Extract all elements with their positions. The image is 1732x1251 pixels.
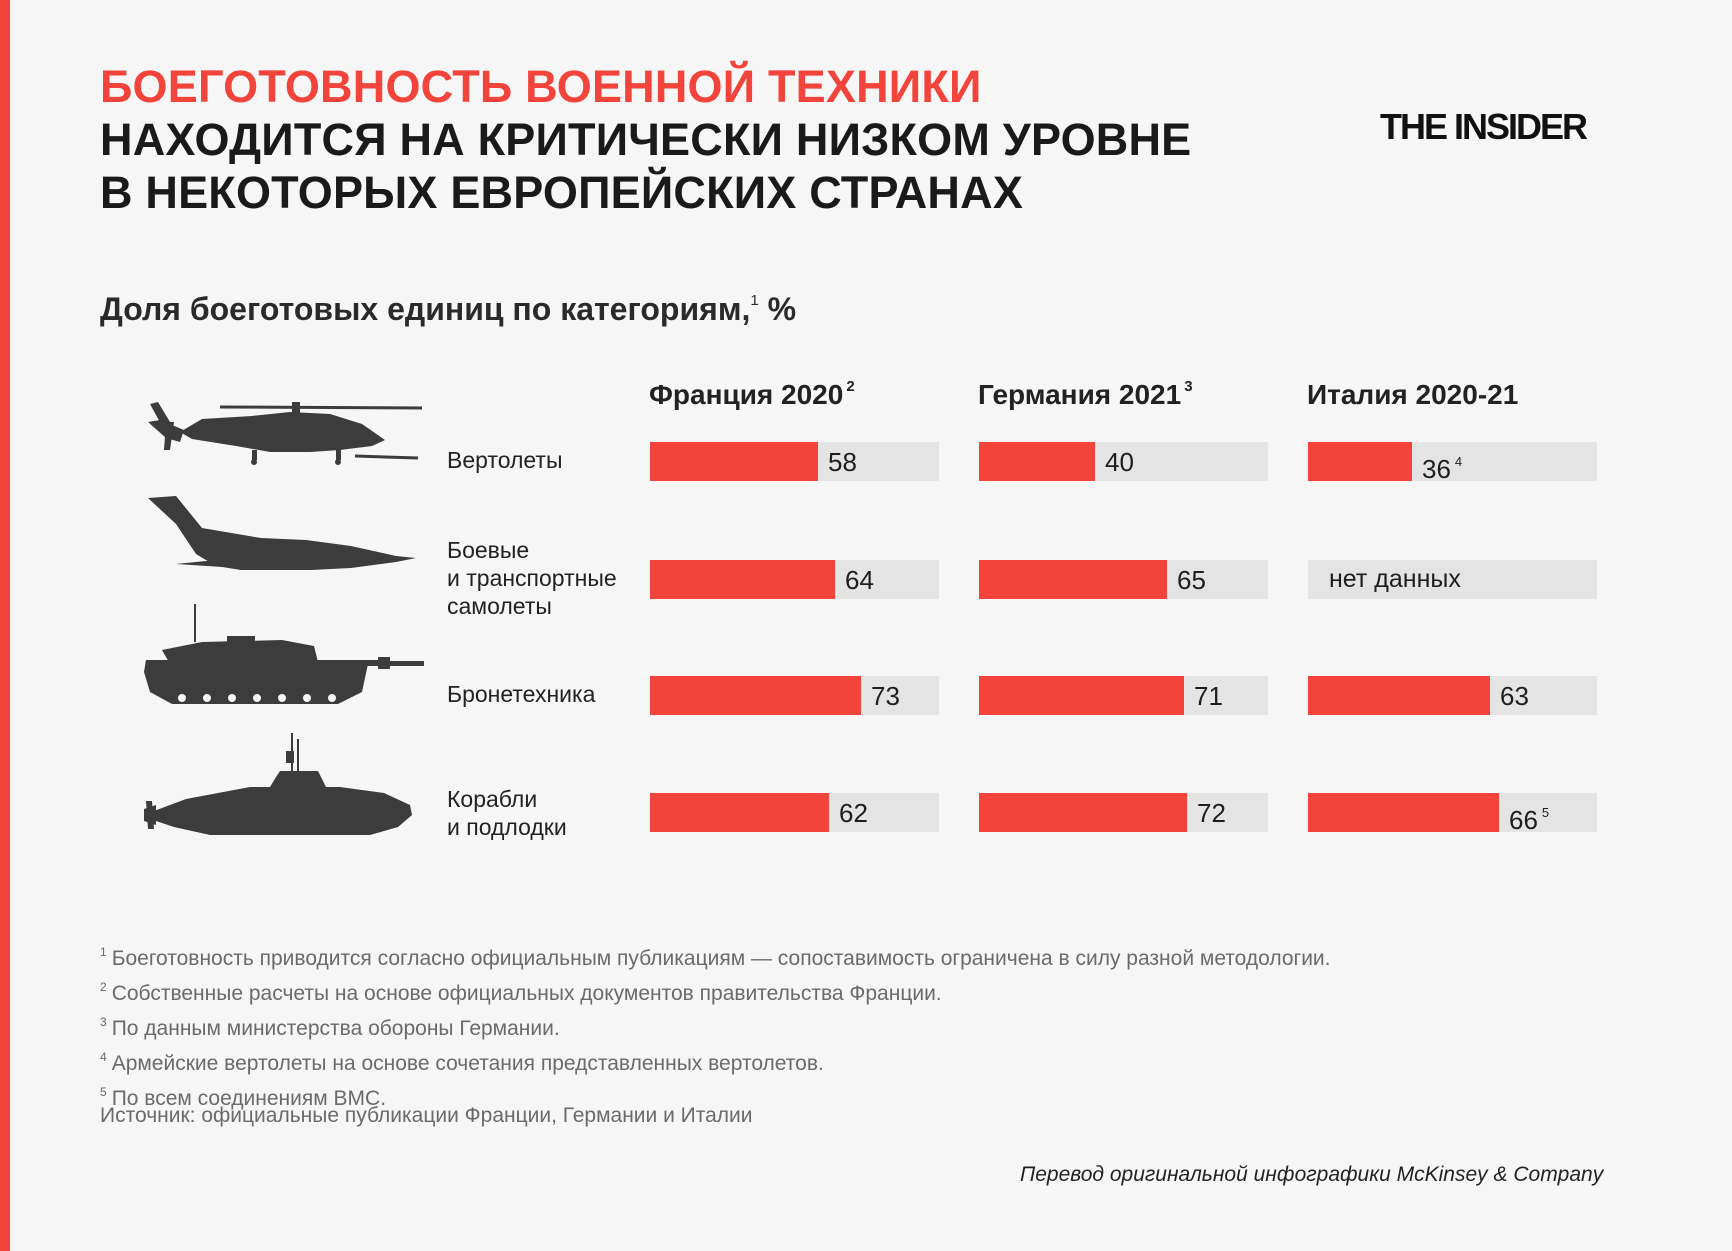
bar-value-label: 71: [1194, 676, 1223, 715]
chart-subtitle-footnote-mark: 1: [750, 292, 759, 309]
footnote-number: 2: [100, 980, 107, 994]
no-data-label: нет данных: [1329, 565, 1461, 593]
bar-value-number: 40: [1105, 447, 1134, 477]
bar-germany-ships: [979, 793, 1187, 832]
footnote-text: По данным министерства обороны Германии.: [111, 1017, 560, 1040]
source-note: Источник: официальные публикации Франции…: [100, 1104, 753, 1127]
bar-value-label: 63: [1500, 676, 1529, 715]
column-header-italy: Италия 2020-21: [1307, 378, 1521, 411]
category-label-armored-vehicles: Бронетехника: [447, 680, 595, 708]
translation-credit: Перевод оригинальной инфографики McKinse…: [1020, 1163, 1604, 1186]
bar-value-number: 58: [828, 447, 857, 477]
bar-value-number: 72: [1197, 798, 1226, 828]
chart-subtitle-unit: %: [767, 291, 797, 327]
column-header-germany: Германия 2021 3: [978, 378, 1193, 411]
column-header-footnote-mark: 2: [846, 378, 855, 395]
footnote-text: По всем соединениям ВМС.: [111, 1087, 387, 1110]
headline: БОЕГОТОВНОСТЬ ВОЕННОЙ ТЕХНИКИ НАХОДИТСЯ …: [100, 60, 1280, 219]
footnote-1: 1 Боеготовность приводится согласно офици…: [100, 938, 1500, 973]
column-header-text: Германия 2021: [978, 379, 1182, 410]
bar-france-aircraft: [650, 560, 835, 599]
bar-track-france-armored-vehicles: 73: [650, 676, 939, 715]
column-header-footnote-mark: 3: [1184, 378, 1193, 395]
submarine-icon: [144, 733, 412, 835]
bar-track-france-aircraft: 64: [650, 560, 939, 599]
column-header-france: Франция 2020 2: [649, 378, 855, 411]
bar-value-label: 40: [1105, 442, 1134, 481]
footnote-number: 3: [100, 1015, 107, 1029]
footnote-number: 4: [100, 1050, 107, 1064]
footnote-text: Армейские вертолеты на основе сочетания …: [111, 1052, 824, 1075]
bar-value-number: 71: [1194, 681, 1223, 711]
bar-track-germany-aircraft: 65: [979, 560, 1268, 599]
accent-strip: [0, 0, 10, 1251]
helicopter-icon: [148, 402, 423, 465]
bar-germany-helicopters: [979, 442, 1095, 481]
bar-germany-armored-vehicles: [979, 676, 1184, 715]
category-label-line: Боевые: [447, 537, 530, 563]
bar-value-number: 63: [1500, 681, 1529, 711]
bar-value-number: 64: [845, 565, 874, 595]
chart-subtitle-text: Доля боеготовых единиц по категориям,: [100, 291, 751, 327]
category-label-line: и подлодки: [447, 814, 567, 840]
bar-value-footnote-mark: 4: [1454, 454, 1463, 469]
headline-line-3: В НЕКОТОРЫХ ЕВРОПЕЙСКИХ СТРАНАХ: [100, 167, 1024, 218]
category-label-line: Бронетехника: [447, 681, 596, 707]
bar-track-germany-armored-vehicles: 71: [979, 676, 1268, 715]
footnote-number: 5: [100, 1085, 107, 1099]
footnote-5: 5 По всем соединениям ВМС.: [100, 1078, 1500, 1113]
bar-value-label: 72: [1197, 793, 1226, 832]
bar-italy-helicopters: [1308, 442, 1412, 481]
bar-track-italy-helicopters: 36 4: [1308, 442, 1597, 484]
tank-icon: [144, 604, 424, 704]
bar-track-germany-helicopters: 40: [979, 442, 1268, 481]
footnote-3: 3 По данным министерства обороны Германии…: [100, 1008, 1500, 1043]
bar-france-ships: [650, 793, 829, 832]
bar-value-number: 36: [1422, 454, 1451, 484]
bar-value-label: 65: [1177, 560, 1206, 599]
bar-value-footnote-mark: 5: [1541, 805, 1550, 820]
bar-france-armored-vehicles: [650, 676, 861, 715]
bar-value-number: 73: [871, 681, 900, 711]
bar-value-label: 58: [828, 442, 857, 481]
bar-italy-ships: [1308, 793, 1499, 832]
bar-germany-aircraft: [979, 560, 1167, 599]
bar-track-italy-armored-vehicles: 63: [1308, 676, 1597, 715]
column-header-text: Франция 2020: [649, 379, 844, 410]
category-label-line: Корабли: [447, 786, 538, 812]
bar-track-italy-ships: 66 5: [1308, 793, 1597, 835]
column-header-text: Италия 2020-21: [1307, 379, 1519, 410]
bar-value-label: 73: [871, 676, 900, 715]
category-label-line: самолеты: [447, 593, 552, 619]
bar-value-label: 36 4: [1422, 442, 1463, 484]
bar-france-helicopters: [650, 442, 818, 481]
jet-aircraft-icon: [148, 496, 416, 570]
category-label-aircraft: Боевые и транспортные самолеты: [447, 536, 617, 620]
footnotes: 1 Боеготовность приводится согласно офици…: [100, 938, 1500, 1113]
bar-value-label: 66 5: [1509, 793, 1550, 835]
footnote-text: Боеготовность приводится согласно официа…: [111, 947, 1331, 970]
bar-value-label: 64: [845, 560, 874, 599]
bar-track-france-helicopters: 58: [650, 442, 939, 481]
category-label-helicopters: Вертолеты: [447, 446, 563, 474]
footnote-2: 2 Собственные расчеты на основе официальн…: [100, 973, 1500, 1008]
the-insider-logo: THE INSIDER: [1380, 106, 1588, 147]
category-label-ships: Корабли и подлодки: [447, 785, 567, 841]
headline-line-2: НАХОДИТСЯ НА КРИТИЧЕСКИ НИЗКОМ УРОВНЕ: [100, 114, 1192, 165]
headline-line-1: БОЕГОТОВНОСТЬ ВОЕННОЙ ТЕХНИКИ: [100, 61, 982, 112]
bar-value-number: 66: [1509, 805, 1538, 835]
category-label-line: и транспортные: [447, 565, 617, 591]
chart-subtitle: Доля боеготовых единиц по категориям,1 %: [100, 291, 796, 328]
bar-value-label: 62: [839, 793, 868, 832]
bar-track-germany-ships: 72: [979, 793, 1268, 832]
bar-track-italy-aircraft: нет данных: [1308, 560, 1597, 599]
footnote-text: Собственные расчеты на основе официальны…: [111, 982, 942, 1005]
bar-track-france-ships: 62: [650, 793, 939, 832]
footnote-number: 1: [100, 945, 107, 959]
bar-value-number: 62: [839, 798, 868, 828]
category-label-line: Вертолеты: [447, 447, 563, 473]
footnote-4: 4 Армейские вертолеты на основе сочетания…: [100, 1043, 1500, 1078]
bar-italy-armored-vehicles: [1308, 676, 1490, 715]
bar-value-number: 65: [1177, 565, 1206, 595]
